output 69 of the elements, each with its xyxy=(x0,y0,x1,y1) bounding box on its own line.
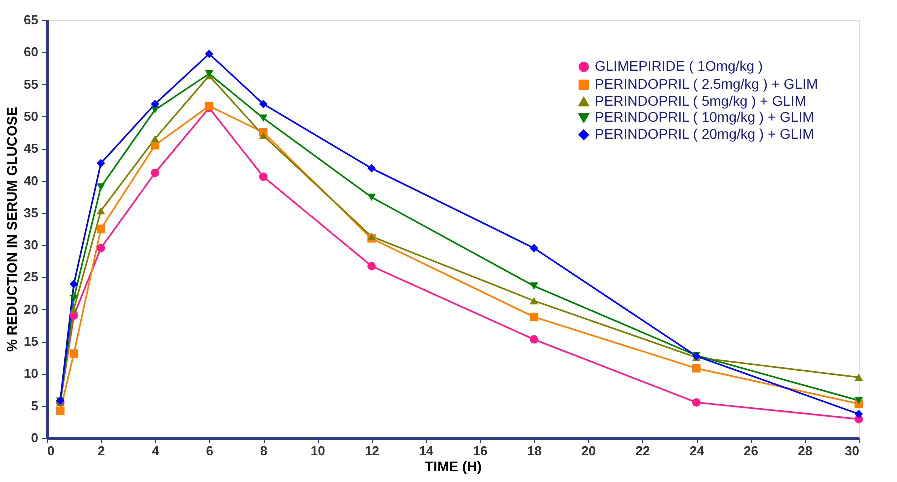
x-tick-label: 28 xyxy=(798,444,813,458)
y-tick-label: 40 xyxy=(24,173,38,188)
y-tick-label: 25 xyxy=(24,270,38,285)
point xyxy=(259,132,268,140)
y-tick-label: 0 xyxy=(31,430,38,446)
y-tick-label: 5 xyxy=(31,398,38,414)
point xyxy=(692,398,701,407)
y-axis-title: % REDUCTION IN SERUM GLUCOSE xyxy=(4,106,20,352)
point xyxy=(259,114,268,122)
x-tick-label: 4 xyxy=(152,444,160,458)
point xyxy=(96,159,106,168)
point xyxy=(151,100,160,108)
x-tick-label: 16 xyxy=(473,444,488,458)
x-tick-label: 22 xyxy=(636,444,650,458)
point xyxy=(530,335,538,344)
point xyxy=(854,374,864,382)
x-tick-label: 6 xyxy=(206,444,214,458)
point xyxy=(151,135,160,143)
point xyxy=(259,172,268,182)
point xyxy=(368,194,376,202)
y-tick-label: 30 xyxy=(24,238,38,253)
point xyxy=(259,100,268,108)
point xyxy=(692,364,701,373)
point xyxy=(70,294,78,302)
point xyxy=(205,50,214,58)
legend-label: PERINDOPRIL ( 5mg/kg ) + GLIM xyxy=(595,93,806,109)
x-tick-label: 30 xyxy=(845,444,860,458)
y-tick-label: 20 xyxy=(24,302,38,317)
x-tick-label: 10 xyxy=(310,444,326,458)
y-tick-label: 60 xyxy=(24,44,38,60)
point xyxy=(96,184,106,191)
x-tick-label: 14 xyxy=(419,444,434,458)
legend-label: PERINDOPRIL ( 20mg/kg ) + GLIM xyxy=(595,126,814,142)
point xyxy=(70,306,78,314)
point xyxy=(530,244,538,252)
x-tick-label: 0 xyxy=(48,444,55,458)
x-tick-label: 24 xyxy=(690,444,706,458)
point xyxy=(368,233,376,240)
point xyxy=(70,280,78,288)
x-tick-label: 2 xyxy=(98,444,106,458)
point xyxy=(530,312,538,322)
point xyxy=(96,244,106,252)
point xyxy=(56,406,65,416)
y-tick-label: 35 xyxy=(24,205,38,220)
point xyxy=(96,224,106,234)
x-tick-label: 26 xyxy=(744,444,758,458)
y-tick-label: 15 xyxy=(24,334,38,350)
legend-label: PERINDOPRIL ( 2.5mg/kg ) + GLIM xyxy=(595,76,818,92)
x-tick-label: 20 xyxy=(582,444,596,458)
point xyxy=(368,262,376,270)
x-tick-label: 8 xyxy=(260,444,268,458)
y-tick-label: 10 xyxy=(24,366,38,382)
point xyxy=(530,297,538,305)
point xyxy=(854,397,864,404)
legend-label: PERINDOPRIL ( 10mg/kg ) + GLIM xyxy=(595,109,814,125)
x-tick-label: 12 xyxy=(365,444,380,458)
point xyxy=(70,350,78,358)
y-tick-label: 55 xyxy=(24,76,38,92)
y-tick-label: 65 xyxy=(24,12,38,28)
y-tick-label: 45 xyxy=(24,141,38,156)
point xyxy=(151,168,160,178)
point xyxy=(854,410,864,418)
y-tick-label: 50 xyxy=(24,108,38,124)
legend-label: GLIMEPIRIDE ( 1Omg/kg ) xyxy=(595,58,764,74)
x-tick-label: 18 xyxy=(527,444,542,458)
point xyxy=(368,164,376,173)
x-axis-title: TIME (H) xyxy=(425,458,482,474)
point xyxy=(530,282,538,290)
point xyxy=(96,207,106,215)
